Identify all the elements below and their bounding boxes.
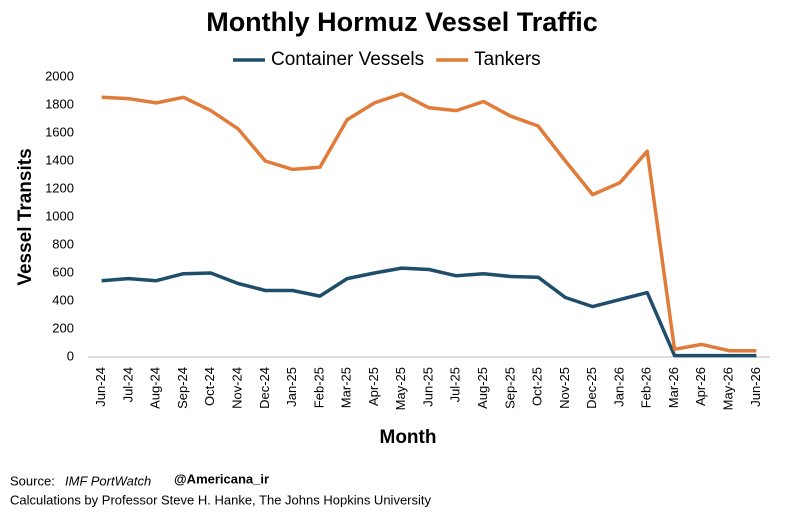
y-tick-label: 600	[52, 264, 74, 279]
x-tick-label: Jun-25	[420, 367, 435, 407]
y-tick-label: 1200	[45, 180, 74, 195]
x-tick-label: Jun-24	[93, 367, 108, 407]
x-tick-label: Oct-25	[530, 367, 545, 406]
x-tick-label: Dec-24	[257, 367, 272, 409]
x-tick-label: Apr-26	[693, 367, 708, 406]
x-tick-label: Dec-25	[584, 367, 599, 409]
chart-title: Monthly Hormuz Vessel Traffic	[206, 7, 598, 37]
y-tick-label: 1800	[45, 96, 74, 111]
x-tick-label: Nov-24	[229, 367, 244, 409]
x-tick-label: Mar-26	[666, 367, 681, 408]
x-tick-label: Jul-25	[448, 367, 463, 402]
series-line	[101, 92, 757, 353]
x-tick-label: Sep-24	[175, 367, 190, 409]
source-label: Source:	[10, 473, 55, 488]
watermark: @Americana_ir	[174, 471, 269, 486]
y-tick-label: 0	[67, 348, 74, 363]
x-tick-label: Apr-25	[366, 367, 381, 406]
x-tick-label: Feb-25	[311, 367, 326, 408]
x-tick-label: Sep-25	[502, 367, 517, 409]
y-tick-label: 200	[52, 320, 74, 335]
legend-label: Container Vessels	[271, 49, 424, 70]
x-tick-label: May-26	[721, 367, 736, 410]
x-tick-label: Mar-25	[339, 367, 354, 408]
y-tick-label: 400	[52, 292, 74, 307]
x-tick-label: May-25	[393, 367, 408, 410]
y-axis-label: Vessel Transits	[15, 148, 36, 285]
y-tick-label: 1000	[45, 208, 74, 223]
x-tick-label: Feb-26	[639, 367, 654, 408]
y-tick-label: 1400	[45, 152, 74, 167]
x-tick-label: Aug-24	[148, 367, 163, 409]
legend-label: Tankers	[474, 49, 541, 70]
x-tick-label: Jan-26	[611, 367, 626, 407]
y-tick-label: 800	[52, 236, 74, 251]
series-line	[101, 266, 757, 358]
x-tick-label: Jul-24	[120, 367, 135, 402]
x-tick-label: Aug-25	[475, 367, 490, 409]
y-tick-label: 1600	[45, 124, 74, 139]
x-tick-label: Oct-24	[202, 367, 217, 406]
x-axis-label: Month	[380, 427, 437, 448]
x-tick-label: Jun-26	[748, 367, 763, 407]
source-name: IMF PortWatch	[65, 473, 151, 488]
x-tick-label: Nov-25	[557, 367, 572, 409]
credit: Calculations by Professor Steve H. Hanke…	[10, 492, 432, 507]
y-tick-label: 2000	[45, 68, 74, 83]
x-tick-label: Jan-25	[284, 367, 299, 407]
